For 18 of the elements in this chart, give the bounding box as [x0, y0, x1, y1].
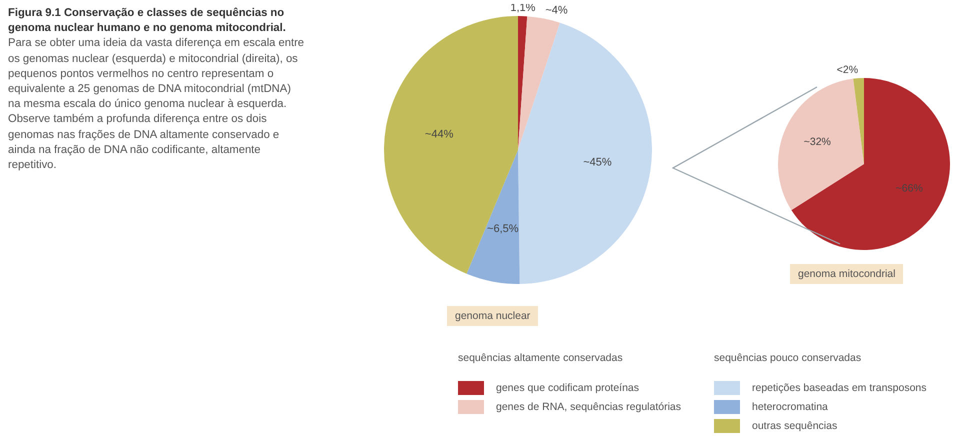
- legend-label: genes que codificam proteínas: [496, 382, 640, 394]
- data-label: <2%: [836, 64, 858, 76]
- text: sequências pouco conservadas: [714, 352, 862, 366]
- text: genoma mitocondrial: [790, 264, 904, 284]
- data-label: ~66%: [896, 182, 923, 195]
- data-label: ~45%: [583, 156, 612, 168]
- legend-label: outras sequências: [752, 420, 838, 432]
- legend-label: heterocromatina: [752, 400, 828, 412]
- legend-label: repetições baseadas em transposons: [752, 382, 927, 394]
- text: Para se obter uma ideia da vasta diferença em escala entre os genomas nuclear (esquerda) e mitocondrial (direita), os pequenos pontos vermelhos no centro representam o equivalente a 25 genomas de DNA mitocondrial (mtDNA) na mesma escala do único genoma nuclear à esquerda. Observe também a profunda diferença entre os dois genomas nas frações de DNA altamente conservado e ainda na fração de DNA não codificante, altamente repetitivo.: [8, 37, 304, 172]
- text: genoma nuclear: [447, 306, 538, 326]
- data-label: ~32%: [804, 136, 831, 148]
- data-label: ~44%: [424, 128, 454, 140]
- legend-label: genes de RNA, sequências regulatórias: [496, 400, 682, 412]
- data-label: ~4%: [545, 4, 568, 17]
- text: sequências altamente conservadas: [458, 352, 624, 366]
- data-label: ~6,5%: [487, 222, 519, 235]
- text: Figura 9.1 Conservação e classes de sequências no genoma nuclear humano e no genoma mitocondrial.: [8, 7, 286, 34]
